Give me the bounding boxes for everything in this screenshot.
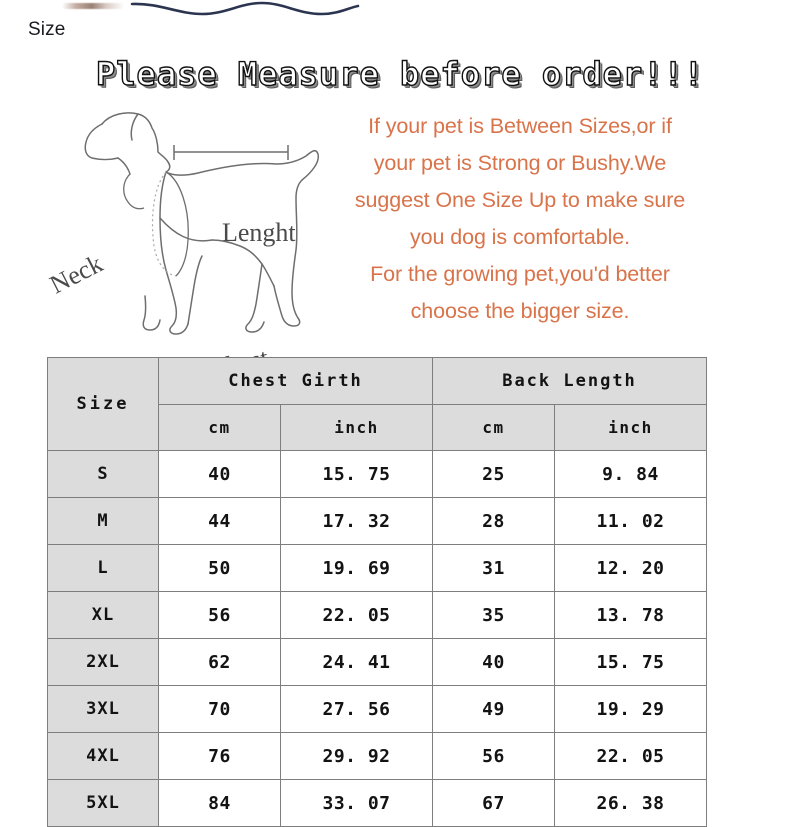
cell-size: XL: [47, 591, 159, 639]
cell-chest-inch: 17. 32: [280, 497, 433, 545]
size-chart-container: Size Chest Girth Back Length cm inch cm …: [47, 357, 707, 827]
column-header-size: Size: [47, 357, 159, 451]
cell-back-cm: 31: [432, 544, 555, 592]
table-row: XL 56 22. 05 35 13. 78: [47, 591, 707, 639]
page-size-label: Size: [28, 19, 66, 40]
cell-back-cm: 25: [432, 450, 555, 498]
chest-measure-loop-back-icon: [151, 171, 177, 277]
cell-back-cm: 49: [432, 685, 555, 733]
chest-measure-loop-front-icon: [165, 171, 189, 277]
cell-chest-cm: 40: [158, 450, 281, 498]
cell-back-cm: 40: [432, 638, 555, 686]
cell-chest-inch: 22. 05: [280, 591, 433, 639]
cell-chest-inch: 33. 07: [280, 779, 433, 827]
cell-back-inch: 9. 84: [554, 450, 707, 498]
cell-back-inch: 11. 02: [554, 497, 707, 545]
size-chart-head: Size Chest Girth Back Length cm inch cm …: [47, 357, 707, 451]
size-chart-table: Size Chest Girth Back Length cm inch cm …: [47, 357, 707, 827]
cell-chest-cm: 76: [158, 732, 281, 780]
diagram-label-length: Lenght: [222, 218, 296, 247]
cell-chest-cm: 56: [158, 591, 281, 639]
cell-size: 2XL: [47, 638, 159, 686]
cell-size: M: [47, 497, 159, 545]
cell-chest-inch: 19. 69: [280, 544, 433, 592]
cell-size: L: [47, 544, 159, 592]
notice-line: your pet is Strong or Bushy.We: [373, 151, 667, 175]
banner-title: Please Measure before order!!!: [95, 54, 704, 93]
table-row: M 44 17. 32 28 11. 02: [47, 497, 707, 545]
cell-chest-cm: 44: [158, 497, 281, 545]
cell-back-cm: 35: [432, 591, 555, 639]
table-row: L 50 19. 69 31 12. 20: [47, 544, 707, 592]
column-header-chest-inch: inch: [280, 404, 433, 451]
cell-chest-inch: 24. 41: [280, 638, 433, 686]
faded-mark-icon: [62, 3, 124, 9]
table-row: 2XL 62 24. 41 40 15. 75: [47, 638, 707, 686]
cell-size: S: [47, 450, 159, 498]
cell-chest-inch: 27. 56: [280, 685, 433, 733]
cell-size: 4XL: [47, 732, 159, 780]
cell-back-inch: 13. 78: [554, 591, 707, 639]
table-row: 3XL 70 27. 56 49 19. 29: [47, 685, 707, 733]
table-row: 4XL 76 29. 92 56 22. 05: [47, 732, 707, 780]
cell-back-inch: 26. 38: [554, 779, 707, 827]
cell-back-inch: 15. 75: [554, 638, 707, 686]
neck-measure-loop-icon: [123, 173, 145, 210]
cell-chest-cm: 62: [158, 638, 281, 686]
size-chart-body: S 40 15. 75 25 9. 84 M 44 17. 32 28 11. …: [47, 450, 707, 827]
notice-line: If your pet is Between Sizes,or if: [368, 114, 672, 138]
dog-outline-icon: [84, 112, 320, 335]
notice-line: For the growing pet,you'd better: [370, 262, 670, 286]
cell-back-inch: 12. 20: [554, 544, 707, 592]
cell-chest-cm: 70: [158, 685, 281, 733]
cell-back-cm: 67: [432, 779, 555, 827]
cell-size: 5XL: [47, 779, 159, 827]
column-header-back-inch: inch: [554, 404, 707, 451]
cell-chest-inch: 15. 75: [280, 450, 433, 498]
table-header-row-groups: Size Chest Girth Back Length: [47, 357, 707, 451]
notice-line: choose the bigger size.: [410, 299, 630, 323]
cell-chest-cm: 84: [158, 779, 281, 827]
cell-back-inch: 22. 05: [554, 732, 707, 780]
sizing-advice-notice: If your pet is Between Sizes,or if your …: [322, 108, 718, 330]
length-measure-bar-icon: [173, 145, 289, 160]
cell-back-cm: 56: [432, 732, 555, 780]
wavy-line-divider-icon: [130, 1, 360, 16]
table-row: S 40 15. 75 25 9. 84: [47, 450, 707, 498]
column-header-back-cm: cm: [432, 404, 555, 451]
cell-back-cm: 28: [432, 497, 555, 545]
column-header-back-length: Back Length: [432, 357, 707, 405]
notice-line: suggest One Size Up to make sure: [354, 188, 686, 212]
table-row: 5XL 84 33. 07 67 26. 38: [47, 779, 707, 827]
dog-measurement-diagram: Neck Lenght Chest: [40, 100, 340, 384]
column-header-chest-girth: Chest Girth: [158, 357, 433, 405]
notice-line: you dog is comfortable.: [410, 225, 630, 249]
cell-back-inch: 19. 29: [554, 685, 707, 733]
column-header-chest-cm: cm: [158, 404, 281, 451]
cell-chest-inch: 29. 92: [280, 732, 433, 780]
cell-chest-cm: 50: [158, 544, 281, 592]
top-decoration-strip: [0, 0, 800, 22]
cell-size: 3XL: [47, 685, 159, 733]
table-header-row-units: cm inch cm inch: [48, 404, 707, 451]
